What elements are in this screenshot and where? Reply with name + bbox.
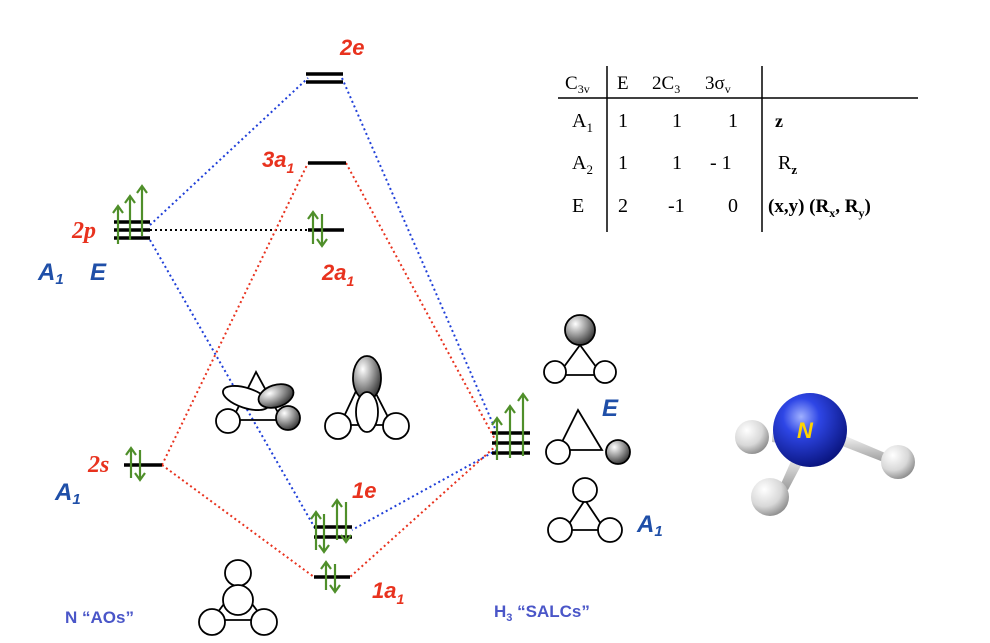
electrons-2p: [112, 184, 148, 244]
table-row: A1 1 1 1 z: [572, 110, 783, 135]
ammonia-model: N: [726, 393, 926, 516]
svg-text:0: 0: [728, 195, 738, 217]
electron-arrows: [112, 184, 529, 594]
table-header-e: E: [617, 73, 629, 94]
hydrogen-atom-left: [735, 420, 769, 454]
table-header-3sv: 3σv: [705, 73, 731, 96]
svg-text:(x,y) (Rx, Ry): (x,y) (Rx, Ry): [768, 196, 871, 220]
correlation-lines: [149, 77, 498, 578]
svg-text:1: 1: [672, 152, 682, 174]
table-row: E 2 -1 0 (x,y) (Rx, Ry): [572, 195, 871, 220]
orbital-sketches: [198, 314, 631, 636]
energy-levels: [114, 72, 530, 579]
label-1a1: 1a1: [372, 578, 404, 607]
nitrogen-atom: [773, 393, 847, 467]
salc-e-shaded-top: [543, 314, 617, 384]
label-2a1: 2a1: [321, 260, 354, 289]
sym-2s-a1: A1: [54, 479, 81, 508]
svg-text:E: E: [572, 195, 584, 217]
character-table[interactable]: C3v E 2C3 3σv A1 1 1 1 z A2 1 1 - 1 Rz E…: [558, 66, 918, 232]
electrons-1a1: [320, 560, 341, 594]
svg-text:-1: -1: [668, 195, 685, 217]
label-2e: 2e: [339, 35, 364, 60]
mo-1a1-sketch: [198, 559, 278, 636]
line-2p-2e: [149, 77, 309, 226]
svg-text:z: z: [775, 111, 783, 131]
n-ao-labels: 2p 2s A1 E A1 N “AOs”: [37, 218, 134, 627]
svg-text:1: 1: [672, 110, 682, 132]
salc-e-shaded-right: [545, 408, 631, 465]
svg-text:1: 1: [618, 110, 628, 132]
label-3a1: 3a1: [262, 147, 294, 176]
sym-2p-a1: A1: [37, 259, 64, 288]
hydrogen-atom-right: [881, 445, 915, 479]
line-2p-1e: [149, 239, 317, 531]
line-2s-3a1: [161, 162, 309, 466]
svg-text:A2: A2: [572, 152, 593, 177]
line-h3-1a1: [349, 444, 498, 578]
nitrogen-label: N: [797, 418, 814, 443]
electrons-h3: [491, 392, 529, 460]
svg-text:1: 1: [618, 152, 628, 174]
hydrogen-atom-bottom: [751, 478, 789, 516]
line-3a1-h3: [345, 162, 498, 444]
mo-3a1-sketch: [324, 355, 410, 440]
bond-nh-right: [832, 432, 890, 463]
svg-text:Rz: Rz: [778, 152, 797, 177]
electrons-1e: [310, 498, 352, 554]
svg-text:A1: A1: [572, 110, 593, 135]
label-2p: 2p: [71, 218, 96, 244]
caption-n-aos: N “AOs”: [65, 608, 134, 627]
electrons-2a1: [307, 210, 328, 248]
svg-text:1: 1: [728, 110, 738, 132]
sym-h3-e: E: [602, 395, 619, 422]
svg-text:- 1: - 1: [710, 152, 732, 174]
caption-h3-salcs: H3 “SALCs”: [494, 602, 590, 624]
salc-a1-triangle: [547, 477, 623, 543]
label-1e: 1e: [352, 478, 376, 503]
svg-text:2: 2: [618, 195, 628, 217]
table-group: C3v: [565, 73, 590, 96]
sym-h3-a1: A1: [636, 511, 663, 540]
mo-e-sketch-left: [215, 370, 301, 434]
label-2s: 2s: [87, 452, 109, 478]
sym-2p-e: E: [90, 259, 107, 286]
line-2s-1a1: [161, 464, 315, 578]
h3-salc-labels: E A1 H3 “SALCs”: [494, 395, 663, 624]
table-row: A2 1 1 - 1 Rz: [572, 152, 797, 177]
mo-labels: 2e 3a1 2a1 1e 1a1: [262, 35, 404, 607]
electrons-2s: [125, 446, 146, 482]
table-header-2c3: 2C3: [652, 73, 680, 96]
